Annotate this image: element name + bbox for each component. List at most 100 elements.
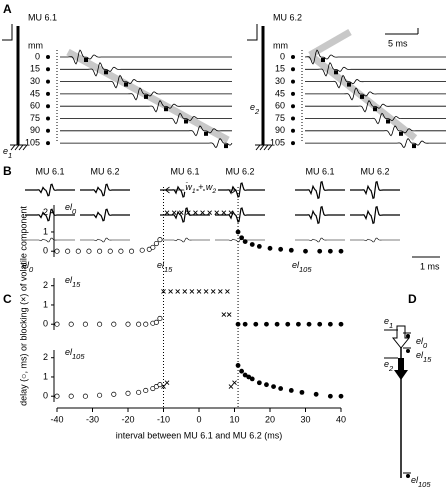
cross-point	[178, 210, 184, 216]
depth-label: 60	[30, 101, 40, 111]
y-tick-label: 2	[43, 352, 48, 362]
y-tick-label: 0	[43, 391, 48, 401]
electrode-dot	[46, 128, 50, 133]
x-axis-label: interval between MU 6.1 and MU 6.2 (ms)	[116, 430, 283, 440]
open-point	[68, 321, 74, 327]
filled-point	[264, 321, 269, 327]
electrode-dot	[291, 141, 295, 146]
label-main: el	[416, 336, 424, 346]
filled-point	[313, 391, 319, 397]
filled-point	[267, 245, 273, 251]
marker	[124, 82, 128, 87]
electrode-dot	[46, 67, 50, 72]
hatch	[259, 144, 265, 151]
marker	[321, 58, 325, 62]
open-point	[111, 321, 117, 327]
depth-label: 90	[275, 125, 285, 135]
label-sub: 1	[192, 188, 196, 195]
filled-point	[303, 248, 308, 254]
column-title: MU 6.1	[35, 166, 64, 176]
open-point	[153, 319, 159, 325]
label: el0	[22, 260, 34, 274]
label: e2	[384, 359, 394, 373]
trace	[160, 207, 210, 223]
trace	[295, 205, 345, 225]
units-label: mm	[28, 40, 43, 50]
label-sub: 15	[423, 355, 432, 364]
open-point	[136, 389, 142, 395]
trace	[160, 237, 210, 243]
panel-label: B	[3, 164, 12, 178]
y-axis-label: delay (○, ms) or blocking (×) of volatil…	[18, 206, 28, 406]
label: el0	[65, 202, 77, 216]
label-main: el	[292, 260, 300, 270]
filled-point	[306, 321, 312, 327]
filled-point	[235, 229, 241, 235]
open-point	[129, 248, 135, 254]
trace	[60, 61, 232, 77]
label-main: e	[384, 359, 389, 369]
label-main: + w	[196, 182, 213, 192]
open-point	[68, 393, 74, 399]
x-tick-label: -30	[86, 414, 99, 424]
marker	[104, 70, 108, 75]
depth-label: 0	[280, 51, 285, 61]
marker	[204, 131, 208, 136]
trace	[295, 180, 345, 200]
x-tick-label: 10	[229, 414, 239, 424]
cross-point	[196, 289, 202, 294]
label: el15	[157, 260, 173, 274]
label-sub: 2	[211, 188, 216, 195]
open-point	[136, 321, 142, 327]
depth-label: 15	[30, 64, 40, 74]
trace	[60, 74, 232, 89]
open-point	[54, 321, 60, 327]
cross-point	[164, 380, 170, 386]
marker	[224, 144, 228, 149]
cross-point	[221, 210, 227, 216]
open-point	[153, 240, 159, 247]
hatch	[255, 144, 261, 151]
filled-point	[235, 363, 241, 368]
label-sub: 105	[418, 480, 431, 489]
y-tick-label: 0	[43, 319, 48, 329]
filled-point	[299, 389, 305, 395]
cross-point	[217, 289, 223, 294]
label-sub: 2	[254, 107, 260, 116]
filled-point	[338, 321, 344, 327]
marker	[412, 144, 416, 149]
label-sub: 105	[299, 265, 312, 274]
trace	[305, 87, 446, 101]
filled-point	[327, 248, 333, 254]
depth-label: 30	[30, 76, 40, 86]
panel-label: C	[3, 292, 12, 306]
open-point	[125, 390, 131, 396]
open-point	[82, 393, 88, 399]
filled-point	[239, 235, 245, 241]
filled-point	[239, 368, 245, 374]
electrode-dot	[46, 104, 50, 109]
electrode-dot	[291, 91, 295, 96]
trace	[60, 138, 233, 149]
cross-point	[182, 289, 188, 294]
trace	[60, 87, 232, 101]
label: el15	[65, 275, 81, 289]
filled-point	[327, 393, 333, 399]
filled-point	[296, 321, 301, 327]
solid-arrow	[394, 358, 408, 380]
filled-point	[338, 248, 344, 254]
open-point	[75, 248, 81, 254]
trace	[60, 49, 232, 65]
trace	[80, 237, 130, 243]
filled-point	[274, 321, 280, 327]
filled-point	[317, 321, 323, 327]
open-point	[97, 321, 103, 327]
filled-point	[278, 246, 284, 252]
open-point	[97, 248, 103, 254]
cross-point	[171, 210, 177, 216]
cross-point	[161, 384, 166, 389]
label-sub: 0	[72, 207, 77, 216]
cross-point	[175, 289, 181, 294]
depth-label: 30	[275, 76, 285, 86]
label-sub: 105	[72, 352, 85, 361]
